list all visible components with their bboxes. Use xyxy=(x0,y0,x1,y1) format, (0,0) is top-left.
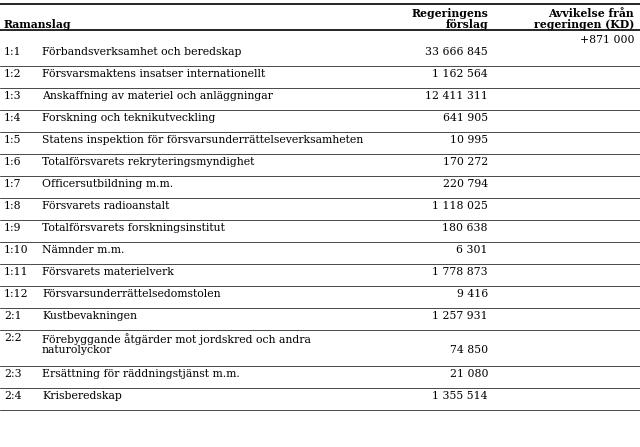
Text: 74 850: 74 850 xyxy=(450,345,488,355)
Text: Avvikelse från: Avvikelse från xyxy=(548,8,634,19)
Text: Förbandsverksamhet och beredskap: Förbandsverksamhet och beredskap xyxy=(42,47,241,57)
Text: Regeringens: Regeringens xyxy=(411,8,488,19)
Text: 1:1: 1:1 xyxy=(4,47,22,57)
Text: 1 118 025: 1 118 025 xyxy=(432,201,488,211)
Text: 1:8: 1:8 xyxy=(4,201,22,211)
Text: Totalförsvarets rekryteringsmyndighet: Totalförsvarets rekryteringsmyndighet xyxy=(42,157,254,167)
Text: 1:4: 1:4 xyxy=(4,113,22,123)
Text: 641 905: 641 905 xyxy=(443,113,488,123)
Text: 1:10: 1:10 xyxy=(4,245,29,255)
Text: 1 355 514: 1 355 514 xyxy=(433,391,488,401)
Text: 2:2: 2:2 xyxy=(4,333,22,343)
Text: +871 000: +871 000 xyxy=(579,35,634,45)
Text: 1:6: 1:6 xyxy=(4,157,22,167)
Text: Forskning och teknikutveckling: Forskning och teknikutveckling xyxy=(42,113,216,123)
Text: regeringen (KD): regeringen (KD) xyxy=(534,19,634,30)
Text: Försvarsunderrättelsedomstolen: Försvarsunderrättelsedomstolen xyxy=(42,289,221,299)
Text: förslag: förslag xyxy=(445,19,488,30)
Text: Ersättning för räddningstjänst m.m.: Ersättning för räddningstjänst m.m. xyxy=(42,369,240,379)
Text: Krisberedskap: Krisberedskap xyxy=(42,391,122,401)
Text: Kustbevakningen: Kustbevakningen xyxy=(42,311,137,321)
Text: 1 162 564: 1 162 564 xyxy=(432,69,488,79)
Text: 2:4: 2:4 xyxy=(4,391,22,401)
Text: 1 778 873: 1 778 873 xyxy=(433,267,488,277)
Text: Förebyggande åtgärder mot jordskred och andra: Förebyggande åtgärder mot jordskred och … xyxy=(42,333,311,345)
Text: naturolyckor: naturolyckor xyxy=(42,345,113,355)
Text: Statens inspektion för försvarsunderrättelseverksamheten: Statens inspektion för försvarsunderrätt… xyxy=(42,135,364,145)
Text: 1:5: 1:5 xyxy=(4,135,22,145)
Text: 1 257 931: 1 257 931 xyxy=(433,311,488,321)
Text: Försvarets radioanstalt: Försvarets radioanstalt xyxy=(42,201,170,211)
Text: 1:7: 1:7 xyxy=(4,179,22,189)
Text: 1:12: 1:12 xyxy=(4,289,29,299)
Text: 21 080: 21 080 xyxy=(449,369,488,379)
Text: 1:3: 1:3 xyxy=(4,91,22,101)
Text: 2:3: 2:3 xyxy=(4,369,22,379)
Text: 2:1: 2:1 xyxy=(4,311,22,321)
Text: 10 995: 10 995 xyxy=(450,135,488,145)
Text: 1:2: 1:2 xyxy=(4,69,22,79)
Text: 12 411 311: 12 411 311 xyxy=(425,91,488,101)
Text: 170 272: 170 272 xyxy=(443,157,488,167)
Text: 220 794: 220 794 xyxy=(443,179,488,189)
Text: Nämnder m.m.: Nämnder m.m. xyxy=(42,245,124,255)
Text: 9 416: 9 416 xyxy=(457,289,488,299)
Text: Försvarsmaktens insatser internationellt: Försvarsmaktens insatser internationellt xyxy=(42,69,265,79)
Text: 6 301: 6 301 xyxy=(456,245,488,255)
Text: Ramanslag: Ramanslag xyxy=(4,19,72,30)
Text: 1:9: 1:9 xyxy=(4,223,22,233)
Text: Officersutbildning m.m.: Officersutbildning m.m. xyxy=(42,179,173,189)
Text: Försvarets materielverk: Försvarets materielverk xyxy=(42,267,174,277)
Text: Anskaffning av materiel och anläggningar: Anskaffning av materiel och anläggningar xyxy=(42,91,273,101)
Text: 1:11: 1:11 xyxy=(4,267,29,277)
Text: 33 666 845: 33 666 845 xyxy=(425,47,488,57)
Text: 180 638: 180 638 xyxy=(442,223,488,233)
Text: Totalförsvarets forskningsinstitut: Totalförsvarets forskningsinstitut xyxy=(42,223,225,233)
